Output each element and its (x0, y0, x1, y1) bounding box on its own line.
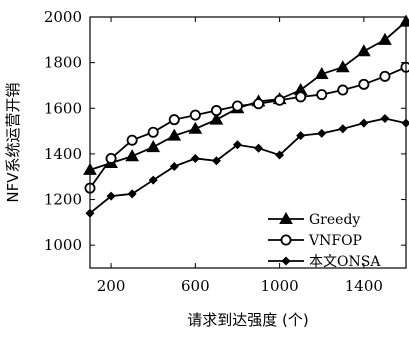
data-point-diamond (380, 114, 390, 124)
data-point-diamond (148, 175, 158, 185)
x-tick-label: 200 (97, 277, 126, 295)
data-point-diamond (127, 189, 137, 199)
legend-label: 本文ONSA (309, 254, 381, 270)
y-tick-label: 1600 (44, 99, 82, 117)
data-point-triangle (279, 211, 293, 224)
data-point-circle (210, 105, 222, 117)
data-point-diamond (296, 131, 306, 141)
y-tick-label: 1800 (44, 54, 82, 72)
data-point-triangle (125, 149, 139, 162)
data-point-triangle (335, 60, 350, 73)
data-point-circle (400, 61, 409, 73)
series-line (89, 66, 407, 189)
data-point-diamond (254, 143, 264, 153)
data-point-circle (280, 234, 292, 246)
data-point-triangle (378, 32, 392, 45)
data-point-circle (126, 134, 138, 146)
y-tick-label: 1200 (44, 191, 82, 209)
y-tick-label: 1400 (44, 145, 82, 163)
data-point-diamond (190, 153, 200, 163)
legend: Greedy VNFOP 本文ONSA (268, 211, 381, 270)
data-point-diamond (169, 161, 179, 171)
y-axis-label: NFV系统运营开销 (4, 82, 22, 202)
y-axis-ticks: 1000 1200 1400 1600 1800 2000 (44, 8, 406, 254)
data-point-triangle (146, 140, 161, 153)
plot-frame (89, 16, 407, 269)
data-point-triangle (357, 44, 371, 57)
x-tick-label: 1400 (345, 277, 383, 295)
x-axis-label: 请求到达强度 (个) (187, 311, 308, 329)
data-point-diamond (275, 150, 285, 160)
data-point-diamond (211, 156, 221, 166)
x-tick-label: 600 (181, 277, 210, 295)
data-point-circle (274, 94, 286, 106)
data-point-triangle (167, 128, 182, 141)
data-point-circle (231, 100, 243, 112)
data-point-diamond (338, 124, 348, 134)
data-point-triangle (209, 112, 224, 125)
data-point-circle (253, 98, 265, 110)
series-line (89, 117, 407, 214)
data-point-circle (168, 114, 180, 126)
data-point-diamond (281, 256, 291, 266)
data-point-triangle (314, 67, 329, 80)
data-point-circle (189, 109, 201, 121)
series-layer (83, 14, 409, 218)
series-triangle (83, 14, 409, 175)
y-tick-label: 2000 (44, 8, 82, 26)
legend-item: VNFOP (268, 233, 362, 249)
x-axis-ticks: 200 600 1000 1400 (97, 17, 383, 295)
legend-label: Greedy (309, 212, 360, 228)
data-point-circle (337, 84, 349, 96)
legend-item: 本文ONSA (268, 254, 381, 270)
data-point-diamond (232, 140, 242, 150)
series-circle (84, 61, 409, 194)
series-line (89, 20, 407, 171)
x-tick-label: 1000 (261, 277, 299, 295)
data-point-diamond (106, 191, 116, 201)
data-point-circle (105, 152, 117, 164)
y-tick-label: 1000 (44, 236, 82, 254)
legend-item: Greedy (268, 211, 360, 228)
data-point-circle (358, 78, 370, 90)
data-point-diamond (317, 128, 327, 138)
data-point-circle (295, 91, 307, 103)
data-point-diamond (359, 118, 369, 128)
data-point-circle (316, 89, 328, 101)
series-diamond (85, 114, 409, 218)
data-point-circle (147, 126, 159, 138)
data-point-circle (379, 70, 391, 82)
legend-label: VNFOP (308, 233, 362, 249)
data-point-triangle (188, 121, 203, 134)
